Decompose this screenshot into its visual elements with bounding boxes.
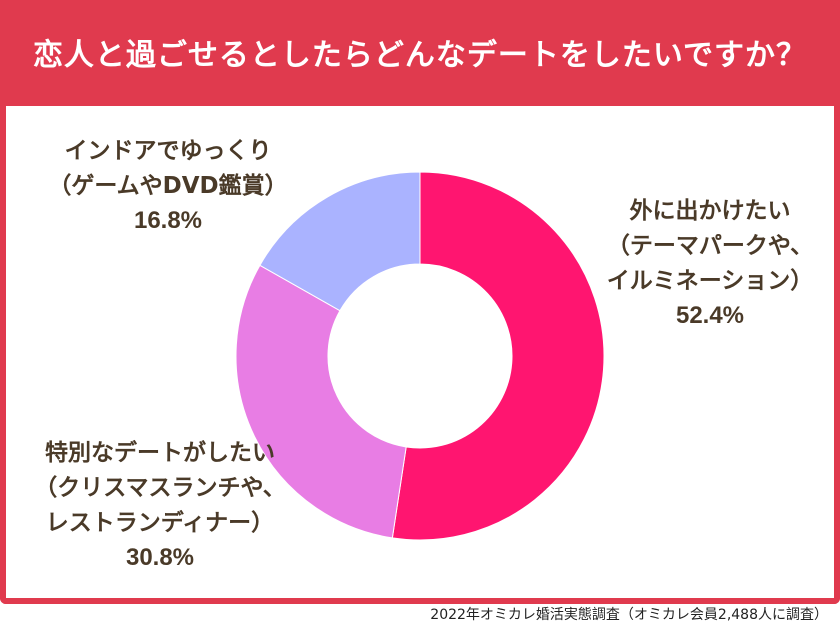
donut-slice-2 bbox=[235, 264, 407, 539]
source-note: 2022年オミカレ婚活実態調査（オミカレ会員2,488人に調査） bbox=[430, 607, 828, 623]
slice-label-2-line-1: 特別なデートがしたい bbox=[45, 439, 275, 466]
slice-value-1: 52.4% bbox=[676, 302, 744, 329]
slice-value-3: 16.8% bbox=[134, 207, 202, 234]
slice-label-1-line-2: （テーマパークや、 bbox=[607, 232, 813, 259]
slice-label-3-line-1: インドアでゆっくり bbox=[65, 138, 272, 164]
chart-title: 恋人と過ごせるとしたらどんなデートをしたいですか？ bbox=[32, 38, 808, 73]
slice-label-3-line-2: （ゲームやDVD鑑賞） bbox=[48, 172, 287, 199]
slice-label-1-line-1: 外に出かけたい bbox=[630, 197, 791, 224]
slice-value-2: 30.8% bbox=[126, 544, 194, 571]
donut-slice-3 bbox=[259, 171, 421, 312]
slice-label-2-line-3: レストランディナー） bbox=[46, 509, 274, 536]
title-banner: 恋人と過ごせるとしたらどんなデートをしたいですか？ bbox=[0, 0, 840, 106]
donut-slice-1 bbox=[391, 171, 605, 541]
slice-label-2-line-2: （クリスマスランチや、 bbox=[34, 474, 286, 501]
slice-label-1-line-3: イルミネーション） bbox=[607, 267, 814, 294]
